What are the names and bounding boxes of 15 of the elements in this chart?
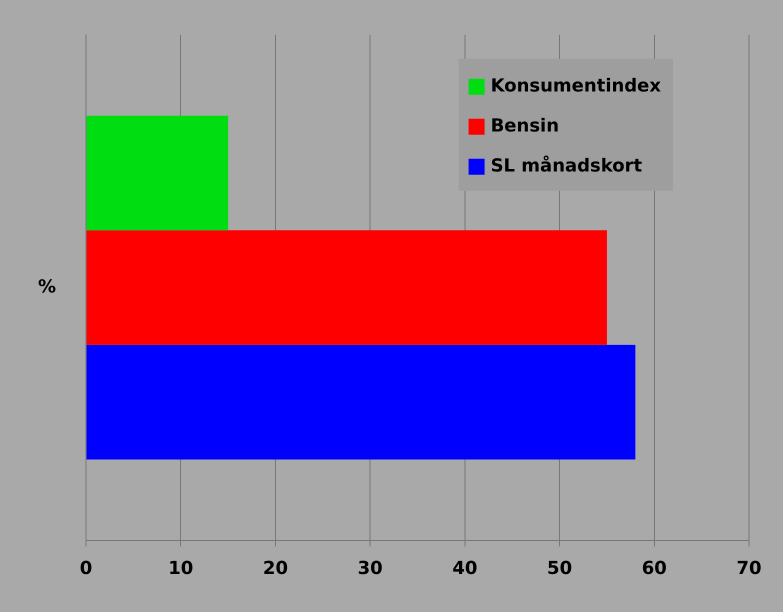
legend-label: Konsumentindex: [490, 75, 662, 96]
legend-label: Bensin: [490, 115, 560, 136]
x-tick-label: 50: [547, 558, 572, 579]
x-tick-label: 70: [736, 558, 762, 579]
bar: [86, 116, 228, 230]
x-tick-label: 20: [262, 558, 288, 579]
bar: [86, 344, 636, 460]
y-tick-label: %: [38, 276, 56, 298]
legend-label: SL månadskort: [490, 155, 642, 176]
x-tick-label: 40: [452, 558, 478, 579]
x-tick-label: 10: [168, 558, 194, 579]
bar: [86, 230, 607, 345]
x-tick-label: 60: [642, 558, 667, 579]
x-tick-label: 0: [80, 558, 92, 579]
x-tick-label: 30: [358, 558, 383, 579]
